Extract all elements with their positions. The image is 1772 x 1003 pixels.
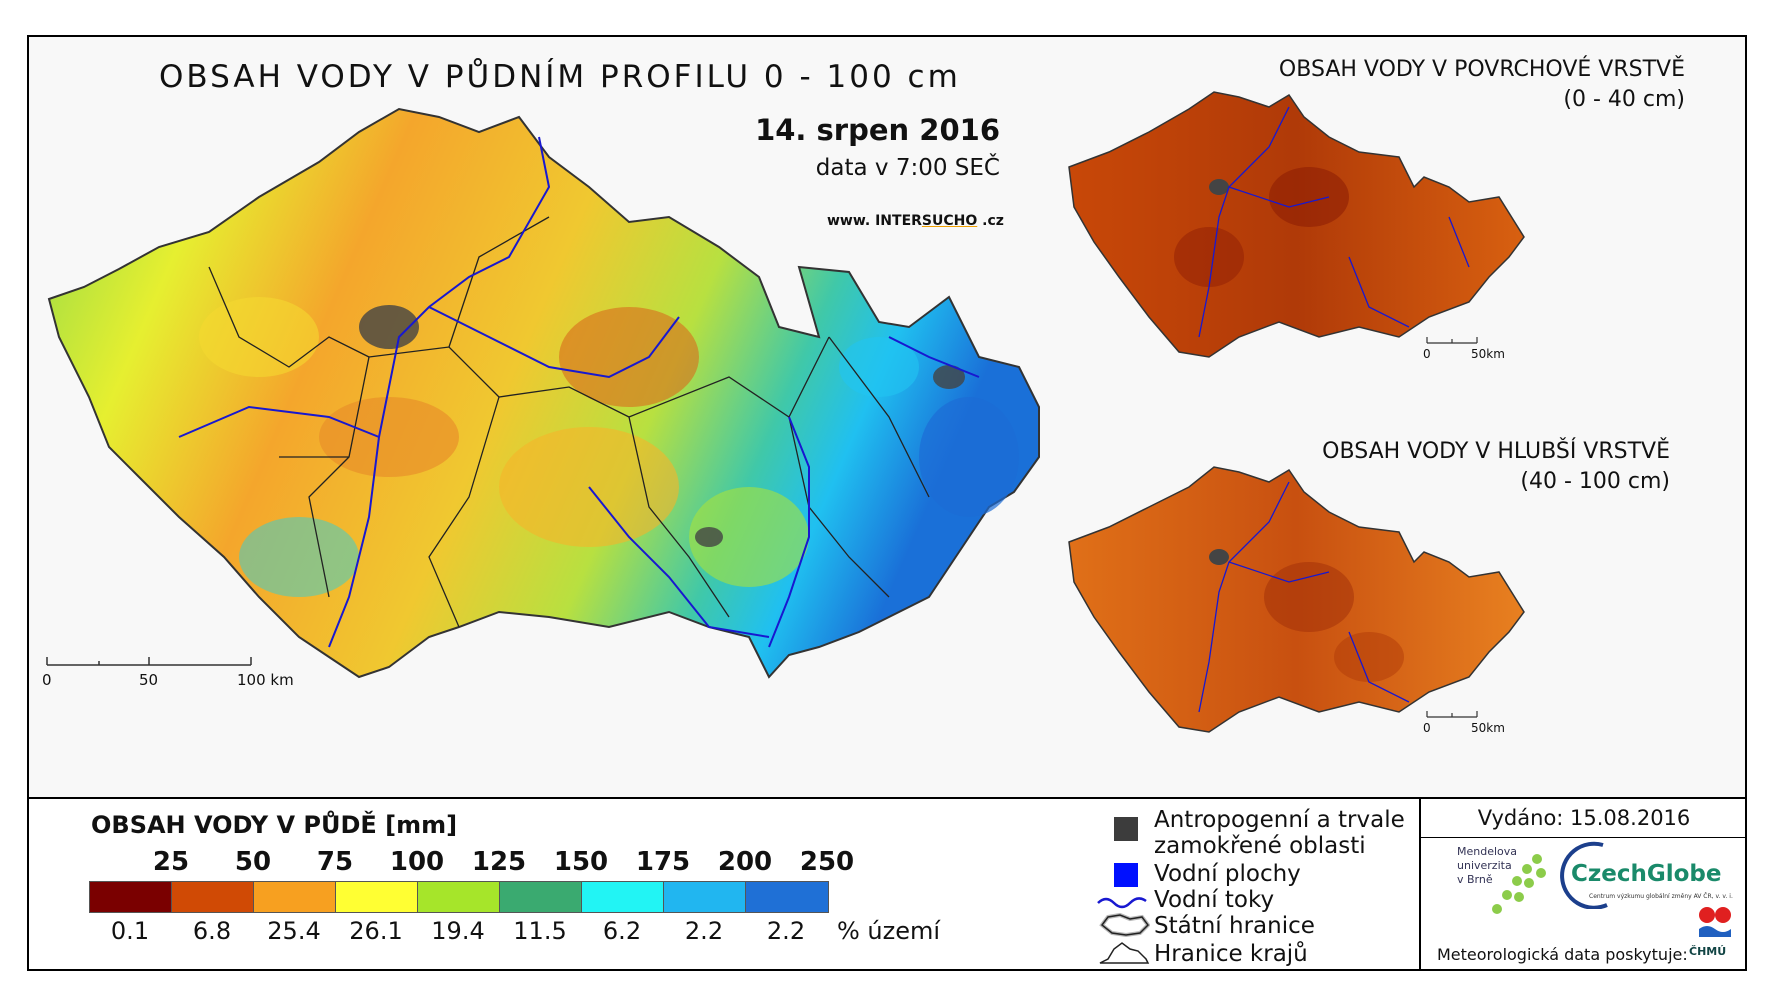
region-borders — [208, 216, 930, 628]
map-time: data v 7:00 SEČ — [815, 155, 1000, 181]
main-scale-bar — [46, 657, 252, 666]
percent-label: 26.1 — [349, 917, 403, 945]
percent-label: 6.8 — [192, 917, 232, 945]
map-canvas — [46, 91, 1525, 733]
urban-prague — [359, 305, 419, 349]
legend-swatch — [582, 882, 664, 912]
czechglobe-logo: CzechGlobe — [1571, 861, 1722, 887]
meteo-data-provider: Meteorologická data poskytuje: — [1437, 945, 1688, 964]
main-scale-label-100: 100 km — [237, 671, 294, 689]
legend-swatch — [500, 882, 582, 912]
legend-swatch — [172, 882, 254, 912]
urban-brno — [695, 527, 723, 547]
map-date: 14. srpen 2016 — [755, 113, 1000, 147]
legend-swatch — [418, 882, 500, 912]
mendel-university-logo: Mendelova univerzita v Brně — [1457, 845, 1518, 886]
deep-map-title: OBSAH VODY V HLUBŠÍ VRSTVĚ — [1322, 439, 1670, 464]
threshold-label: 250 — [799, 847, 855, 877]
issued-date: Vydáno: 15.08.2016 — [1421, 799, 1747, 838]
threshold-label: 175 — [635, 847, 691, 877]
state-border-label: Státní hranice — [1154, 913, 1315, 939]
legend-swatch — [336, 882, 418, 912]
water-bodies-swatch — [1114, 863, 1138, 887]
surface-scale-label-0: 0 — [1423, 347, 1431, 361]
percent-label: 0.1 — [110, 917, 150, 945]
wet-region — [839, 337, 919, 397]
czechglobe-subtitle: Centrum výzkumu globální změny AV ČR, v.… — [1589, 893, 1733, 900]
map-frame: OBSAH VODY V PŮDNÍM PROFILU 0 - 100 cm 1… — [27, 35, 1747, 971]
moderate-region — [199, 297, 319, 377]
deep-rivers — [1198, 481, 1410, 713]
rivers — [178, 136, 980, 648]
very-dry-region — [1269, 167, 1349, 227]
percent-label: 2.2 — [766, 917, 806, 945]
legend-area: OBSAH VODY V PŮDĚ [mm] 25 50 75 100 125 … — [29, 799, 1747, 971]
water-bodies-label: Vodní plochy — [1154, 861, 1301, 887]
surface-scale-label-50: 50km — [1471, 347, 1505, 361]
surface-layer-map — [1068, 91, 1525, 358]
percent-unit: % území — [837, 917, 941, 945]
percent-label: 6.2 — [602, 917, 642, 945]
urban-prague — [1209, 179, 1229, 195]
region-border-icon — [1099, 942, 1150, 964]
percent-label: 25.4 — [267, 917, 321, 945]
dry-region — [319, 397, 459, 477]
mendel-dots-icon — [1492, 854, 1546, 914]
threshold-label: 75 — [316, 847, 354, 877]
main-map-title: OBSAH VODY V PŮDNÍM PROFILU 0 - 100 cm — [159, 59, 961, 95]
surface-map-subtitle: (0 - 40 cm) — [1563, 87, 1685, 112]
percent-label: 19.4 — [431, 917, 485, 945]
very-dry-region — [1174, 227, 1244, 287]
wet-region — [919, 397, 1019, 517]
surface-rivers — [1198, 106, 1470, 338]
dry-region — [1334, 632, 1404, 682]
main-scale-label-50: 50 — [139, 671, 159, 689]
legend-swatch — [254, 882, 336, 912]
wet-region — [239, 517, 359, 597]
legend-title: OBSAH VODY V PŮDĚ [mm] — [91, 811, 458, 839]
surface-map-title: OBSAH VODY V POVRCHOVÉ VRSTVĚ — [1278, 57, 1685, 82]
footer-info-box: Vydáno: 15.08.2016 Mendelova univerzita … — [1419, 799, 1747, 971]
legend-swatch — [90, 882, 172, 912]
anthropogenic-label-1: Antropogenní a trvale — [1154, 807, 1405, 833]
chmu-label: ČHMÚ — [1689, 945, 1727, 958]
chmu-logo-icon — [1699, 907, 1731, 937]
rivers-label: Vodní toky — [1154, 887, 1275, 913]
website-suffix: .cz — [977, 213, 1004, 229]
threshold-label: 100 — [389, 847, 445, 877]
threshold-label: 200 — [717, 847, 773, 877]
legend-swatch — [664, 882, 746, 912]
threshold-label: 125 — [471, 847, 527, 877]
regions-label: Hranice krajů — [1154, 941, 1308, 967]
main-scale-label-0: 0 — [42, 671, 52, 689]
urban-ostrava — [933, 365, 965, 389]
legend-color-bar — [89, 881, 829, 913]
legend-swatch — [746, 882, 828, 912]
dry-region — [559, 307, 699, 407]
deep-layer-map — [1068, 466, 1525, 733]
deep-scale-label-50: 50km — [1471, 721, 1505, 735]
surface-scale-bar — [1426, 337, 1478, 344]
threshold-label: 25 — [152, 847, 190, 877]
czechglobe-arc-icon — [1560, 841, 1608, 909]
deep-scale-bar — [1426, 711, 1478, 718]
anthropogenic-swatch — [1114, 817, 1138, 841]
river-line-icon — [1097, 897, 1147, 909]
anthropogenic-label-2: zamokřené oblasti — [1154, 833, 1366, 859]
percent-label: 11.5 — [513, 917, 567, 945]
threshold-label: 50 — [234, 847, 272, 877]
website-prefix: www. INTER — [827, 213, 922, 229]
percent-label: 2.2 — [684, 917, 724, 945]
moderate-region — [689, 487, 809, 587]
deep-scale-label-0: 0 — [1423, 721, 1431, 735]
threshold-label: 150 — [553, 847, 609, 877]
main-soil-water-map — [47, 107, 1040, 679]
map-area: OBSAH VODY V PŮDNÍM PROFILU 0 - 100 cm 1… — [29, 37, 1745, 799]
website-highlight: SUCHO — [921, 213, 978, 229]
website-link[interactable]: www. INTERSUCHO .cz — [827, 213, 1004, 229]
deep-map-subtitle: (40 - 100 cm) — [1520, 469, 1670, 494]
dry-region — [1264, 562, 1354, 632]
state-border-icon — [1099, 912, 1150, 938]
urban-prague — [1209, 549, 1229, 565]
